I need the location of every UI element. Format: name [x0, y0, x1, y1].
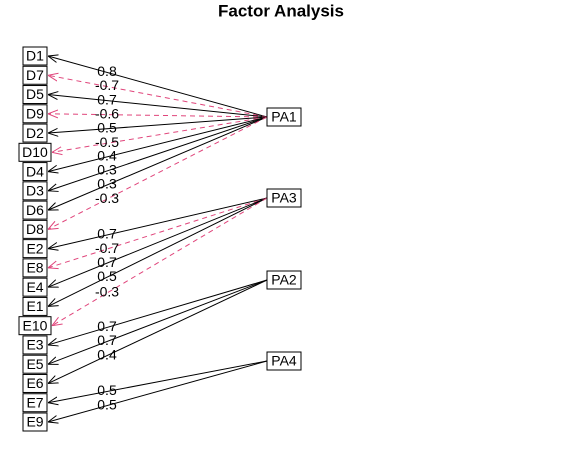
- variable-label: E7: [26, 394, 43, 410]
- loading-label: 0.5: [97, 119, 117, 135]
- variable-box: [22, 373, 48, 393]
- variable-label: D2: [26, 125, 44, 141]
- variable-box: [22, 123, 48, 143]
- loading-label: 0.4: [97, 148, 117, 164]
- loading-label: 0.3: [97, 176, 117, 192]
- loading-label: 0.7: [97, 318, 117, 334]
- loading-arrow: [48, 95, 268, 118]
- variable-label: D6: [26, 202, 44, 218]
- variable-box: [22, 181, 48, 201]
- variable-label: E5: [26, 356, 43, 372]
- loading-label: 0.8: [97, 63, 117, 79]
- loading-label: -0.6: [95, 105, 119, 121]
- loading-arrow: [48, 116, 268, 133]
- loading-arrow: [52, 116, 268, 152]
- variable-box: [22, 219, 48, 239]
- variable-label: E3: [26, 337, 43, 353]
- factor-label: PA2: [271, 272, 297, 288]
- variable-box: [22, 200, 48, 220]
- loading-label: 0.4: [97, 346, 117, 362]
- loading-arrow: [48, 197, 268, 306]
- variable-box: [22, 65, 48, 85]
- variable-label: D5: [26, 86, 44, 102]
- loading-label: 0.7: [97, 226, 117, 242]
- variable-label: E1: [26, 298, 43, 314]
- loading-label: 0.3: [97, 162, 117, 178]
- loading-arrow: [48, 279, 268, 345]
- variable-box: [22, 239, 48, 259]
- loading-arrow: [48, 116, 268, 191]
- factor-box: [266, 270, 302, 290]
- variable-label: D10: [22, 144, 48, 160]
- variable-box: [18, 142, 52, 162]
- variable-label: D8: [26, 221, 44, 237]
- factor-box: [266, 188, 302, 208]
- variable-box: [22, 277, 48, 297]
- variable-box: [22, 335, 48, 355]
- variable-label: E10: [23, 317, 48, 333]
- variable-label: E6: [26, 375, 43, 391]
- variable-label: E8: [26, 260, 43, 276]
- loading-arrow: [52, 197, 268, 326]
- variable-label: D1: [26, 48, 44, 64]
- loading-label: 0.5: [97, 396, 117, 412]
- loading-label: 0.5: [97, 268, 117, 284]
- factor-label: PA3: [271, 190, 297, 206]
- variable-box: [22, 162, 48, 182]
- variable-label: D9: [26, 105, 44, 121]
- factor-box: [266, 351, 302, 371]
- factor-label: PA4: [271, 353, 297, 369]
- variable-box: [22, 296, 48, 316]
- variable-box: [22, 46, 48, 66]
- loading-label: 0.7: [97, 332, 117, 348]
- variable-label: E4: [26, 279, 43, 295]
- loading-arrow: [48, 197, 268, 268]
- loading-arrow: [48, 75, 268, 118]
- loading-arrow: [48, 360, 268, 403]
- variable-box: [22, 393, 48, 413]
- variable-box: [22, 412, 48, 432]
- variable-box: [18, 316, 52, 336]
- variable-label: E9: [26, 414, 43, 430]
- loading-arrow: [48, 360, 268, 422]
- loading-label: -0.3: [95, 190, 119, 206]
- loading-label: 0.7: [97, 254, 117, 270]
- variable-box: [22, 85, 48, 105]
- variable-label: E2: [26, 240, 43, 256]
- loading-arrow: [48, 279, 268, 383]
- variable-label: D3: [26, 183, 44, 199]
- loading-label: -0.5: [95, 134, 119, 150]
- variable-label: D7: [26, 67, 44, 83]
- loading-label: -0.3: [95, 284, 119, 300]
- loading-label: -0.7: [95, 77, 119, 93]
- loading-arrow: [48, 116, 268, 210]
- loading-label: 0.7: [97, 91, 117, 107]
- variable-label: D4: [26, 163, 44, 179]
- loading-arrow: [48, 197, 268, 287]
- factor-box: [266, 107, 302, 127]
- loading-arrow: [48, 116, 268, 172]
- loading-arrow: [48, 56, 268, 118]
- factor-label: PA1: [271, 109, 297, 125]
- loading-label: -0.7: [95, 240, 119, 256]
- loading-arrow: [48, 114, 268, 117]
- loading-arrow: [48, 116, 268, 229]
- loading-arrow: [48, 197, 268, 249]
- loading-label: 0.5: [97, 382, 117, 398]
- variable-box: [22, 258, 48, 278]
- loading-arrow: [48, 279, 268, 364]
- variable-box: [22, 354, 48, 374]
- title: Factor Analysis: [218, 1, 344, 20]
- variable-box: [22, 104, 48, 124]
